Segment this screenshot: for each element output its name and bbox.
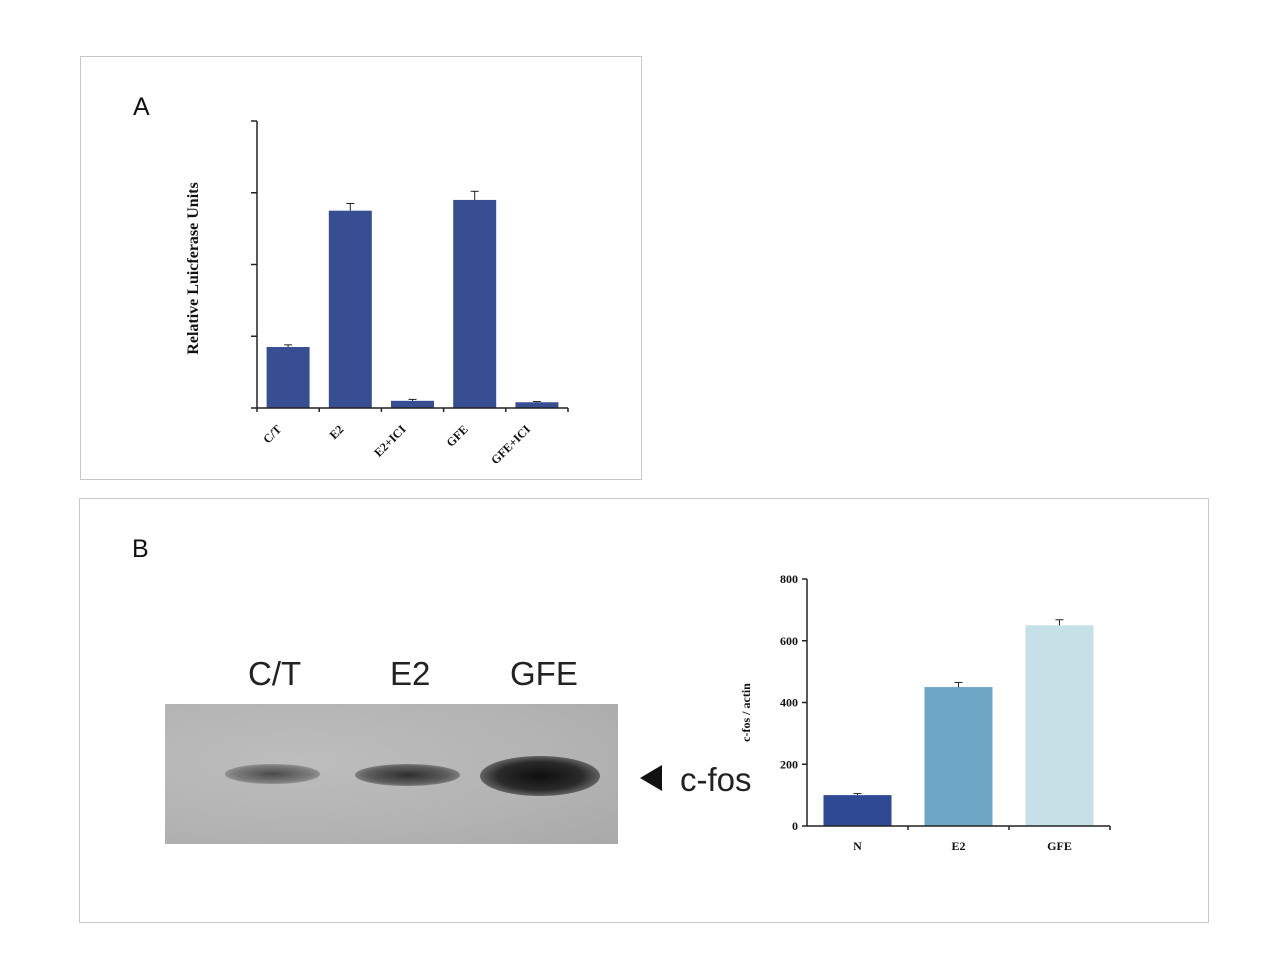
cfos-label-text: c-fos: [680, 761, 752, 798]
y-tick-label: 400: [780, 696, 798, 710]
x-tick-label: E2+ICI: [371, 422, 409, 460]
blot-band-ct: [225, 764, 320, 784]
bar-e2-ici: [391, 400, 434, 408]
blot-lane-label-ct: C/T: [248, 655, 302, 692]
blot-lane-label-e2: E2: [390, 655, 431, 692]
y-tick-label: 200: [780, 757, 798, 771]
panel-a: A C/T E2 E2+ICI GFE GFE+ICI Relative Luicfera…: [80, 56, 642, 480]
x-tick-label: GFE+ICI: [488, 422, 533, 467]
y-axis-label: c-fos / actin: [739, 683, 753, 742]
cfos-actin-bar-chart: N E2 GFE 0 200 400 600 800 c-fos / actin: [739, 572, 1111, 853]
x-tick-label: C/T: [260, 422, 284, 446]
bar-gfe: [453, 199, 497, 408]
blot-band-e2: [355, 764, 460, 786]
x-tick-label: E2: [951, 839, 965, 853]
panel-b-label: B: [132, 535, 149, 563]
y-tick-label: 0: [792, 819, 798, 833]
panel-b: B C/T E2 GFE c-fos N E2 GFE 0 200 400 600 800 c-…: [79, 498, 1209, 923]
blot-lane-label-gfe: GFE: [510, 655, 578, 692]
luciferase-bar-chart: C/T E2 E2+ICI GFE GFE+ICI Relative Luicferase…: [185, 120, 569, 467]
y-tick-label: 600: [780, 634, 798, 648]
blot-band-gfe: [480, 756, 600, 796]
bar-c-t: [266, 347, 310, 408]
x-tick-label: N: [853, 839, 862, 853]
x-tick-label: GFE: [443, 422, 470, 449]
bar-gfe-ici: [515, 402, 559, 408]
bar-n: [823, 795, 892, 826]
bar-e2: [924, 687, 993, 826]
panel-a-label: A: [133, 93, 150, 121]
x-tick-label: GFE: [1047, 839, 1072, 853]
bar-e2: [328, 210, 372, 408]
x-tick-label: E2: [327, 422, 347, 442]
bar-gfe: [1025, 625, 1094, 826]
y-axis-label: Relative Luicferase Units: [185, 182, 202, 354]
western-blot-image: [165, 704, 618, 844]
cfos-band-label: c-fos: [640, 761, 752, 799]
y-tick-label: 800: [780, 572, 798, 586]
left-triangle-arrow-icon: [640, 765, 662, 792]
